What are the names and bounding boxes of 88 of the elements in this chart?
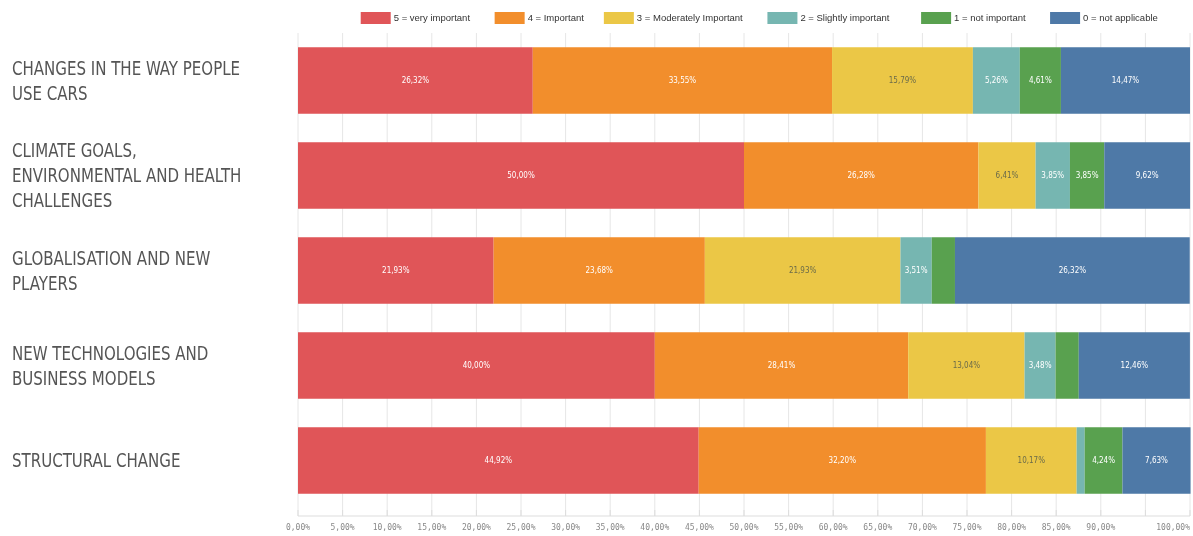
legend-label: 5 = very important [393, 12, 471, 24]
data-label: 9,62% [1135, 171, 1159, 181]
bar [900, 237, 932, 304]
data-label: 26,32% [1058, 266, 1087, 276]
x-tick-label: 85,00% [1041, 523, 1071, 532]
data-label: 21,93% [788, 266, 817, 276]
x-tick-label: 80,00% [997, 523, 1027, 532]
x-tick-label: 45,00% [684, 523, 715, 532]
data-label: 32,20% [828, 456, 857, 466]
data-label: 13,04% [952, 361, 981, 371]
legend-label: 2 = Slightly important [800, 12, 890, 24]
data-label: 7,63% [1145, 456, 1169, 466]
bar [1084, 427, 1123, 494]
data-label: 26,28% [847, 171, 876, 181]
bar [954, 237, 1190, 304]
bar [532, 47, 833, 114]
x-tick-label: 60,00% [818, 523, 848, 532]
data-label: 3,85% [1041, 171, 1065, 181]
data-label: 21,93% [382, 266, 410, 276]
bar [1104, 142, 1191, 209]
x-tick-label: 30,00% [551, 523, 581, 532]
bar [1060, 47, 1190, 114]
data-label: 15,79% [888, 76, 917, 86]
data-label: 33,55% [668, 76, 697, 86]
data-label: 3,85% [1075, 171, 1099, 181]
legend-label: 0 = not applicable [1083, 12, 1158, 24]
data-label: 10,17% [1017, 456, 1046, 466]
bar [1019, 47, 1061, 114]
bar [298, 142, 744, 209]
bar [832, 47, 973, 114]
bar [654, 332, 909, 399]
data-label: 5,26% [984, 76, 1008, 86]
bar [931, 237, 955, 304]
bar [298, 427, 699, 494]
x-tick-label: 100,00% [1156, 523, 1191, 532]
bar [972, 47, 1020, 114]
data-label: 50,00% [507, 171, 535, 181]
data-label: 3,51% [904, 266, 928, 276]
x-tick-label: 55,00% [774, 523, 804, 532]
bar [1035, 142, 1070, 209]
bar [1122, 427, 1191, 494]
x-tick-label: 50,00% [729, 523, 759, 532]
y-tick-label: GLOBALISATION AND NEW PLAYERS [12, 246, 211, 294]
legend-label: 3 = Moderately Important [636, 12, 744, 24]
legend-label: 4 = Important [527, 12, 585, 24]
bar [1024, 332, 1056, 399]
y-tick-label: CHANGES IN THE WAY PEOPLE USE CARS [12, 56, 241, 104]
data-label: 44,92% [484, 456, 513, 466]
data-label: 4,61% [1028, 76, 1052, 86]
x-tick-label: 90,00% [1086, 523, 1116, 532]
data-label: 14,47% [1111, 76, 1140, 86]
x-tick-label: 65,00% [863, 523, 893, 532]
bar [1076, 427, 1085, 494]
bar [908, 332, 1025, 399]
data-label: 40,00% [462, 361, 491, 371]
x-tick-label: 35,00% [595, 523, 625, 532]
legend-label: 1 = not important [954, 12, 1027, 24]
data-label: 4,24% [1092, 456, 1116, 466]
bar [493, 237, 705, 304]
bar [978, 142, 1036, 209]
data-label: 28,41% [767, 361, 796, 371]
data-label: 12,46% [1120, 361, 1149, 371]
y-tick-label: CLIMATE GOALS, ENVIRONMENTAL AND HEALTH CHALLENGES [12, 139, 242, 212]
data-label: 23,68% [585, 266, 614, 276]
x-tick-label: 20,00% [461, 523, 492, 532]
bar [1078, 332, 1190, 399]
bar [744, 142, 979, 209]
bar [1069, 142, 1105, 209]
y-tick-label: STRUCTURAL CHANGE [12, 449, 181, 472]
bar [298, 47, 533, 114]
y-tick-label: NEW TECHNOLOGIES AND BUSINESS MODELS [12, 341, 209, 389]
bar [298, 237, 494, 304]
bar [298, 332, 655, 399]
bar [985, 427, 1077, 494]
x-tick-label: 40,00% [640, 523, 670, 532]
x-tick-label: 5,00% [330, 523, 355, 532]
bar [1055, 332, 1079, 399]
x-tick-label: 25,00% [506, 523, 536, 532]
data-label: 26,32% [401, 76, 430, 86]
data-label: 6,41% [995, 171, 1019, 181]
data-label: 3,48% [1028, 361, 1052, 371]
bar [704, 237, 901, 304]
bar [698, 427, 986, 494]
x-tick-label: 0,00% [285, 523, 311, 532]
x-tick-label: 10,00% [372, 523, 402, 532]
x-tick-label: 75,00% [952, 523, 982, 532]
x-tick-label: 15,00% [417, 523, 447, 532]
x-tick-label: 70,00% [907, 523, 938, 532]
